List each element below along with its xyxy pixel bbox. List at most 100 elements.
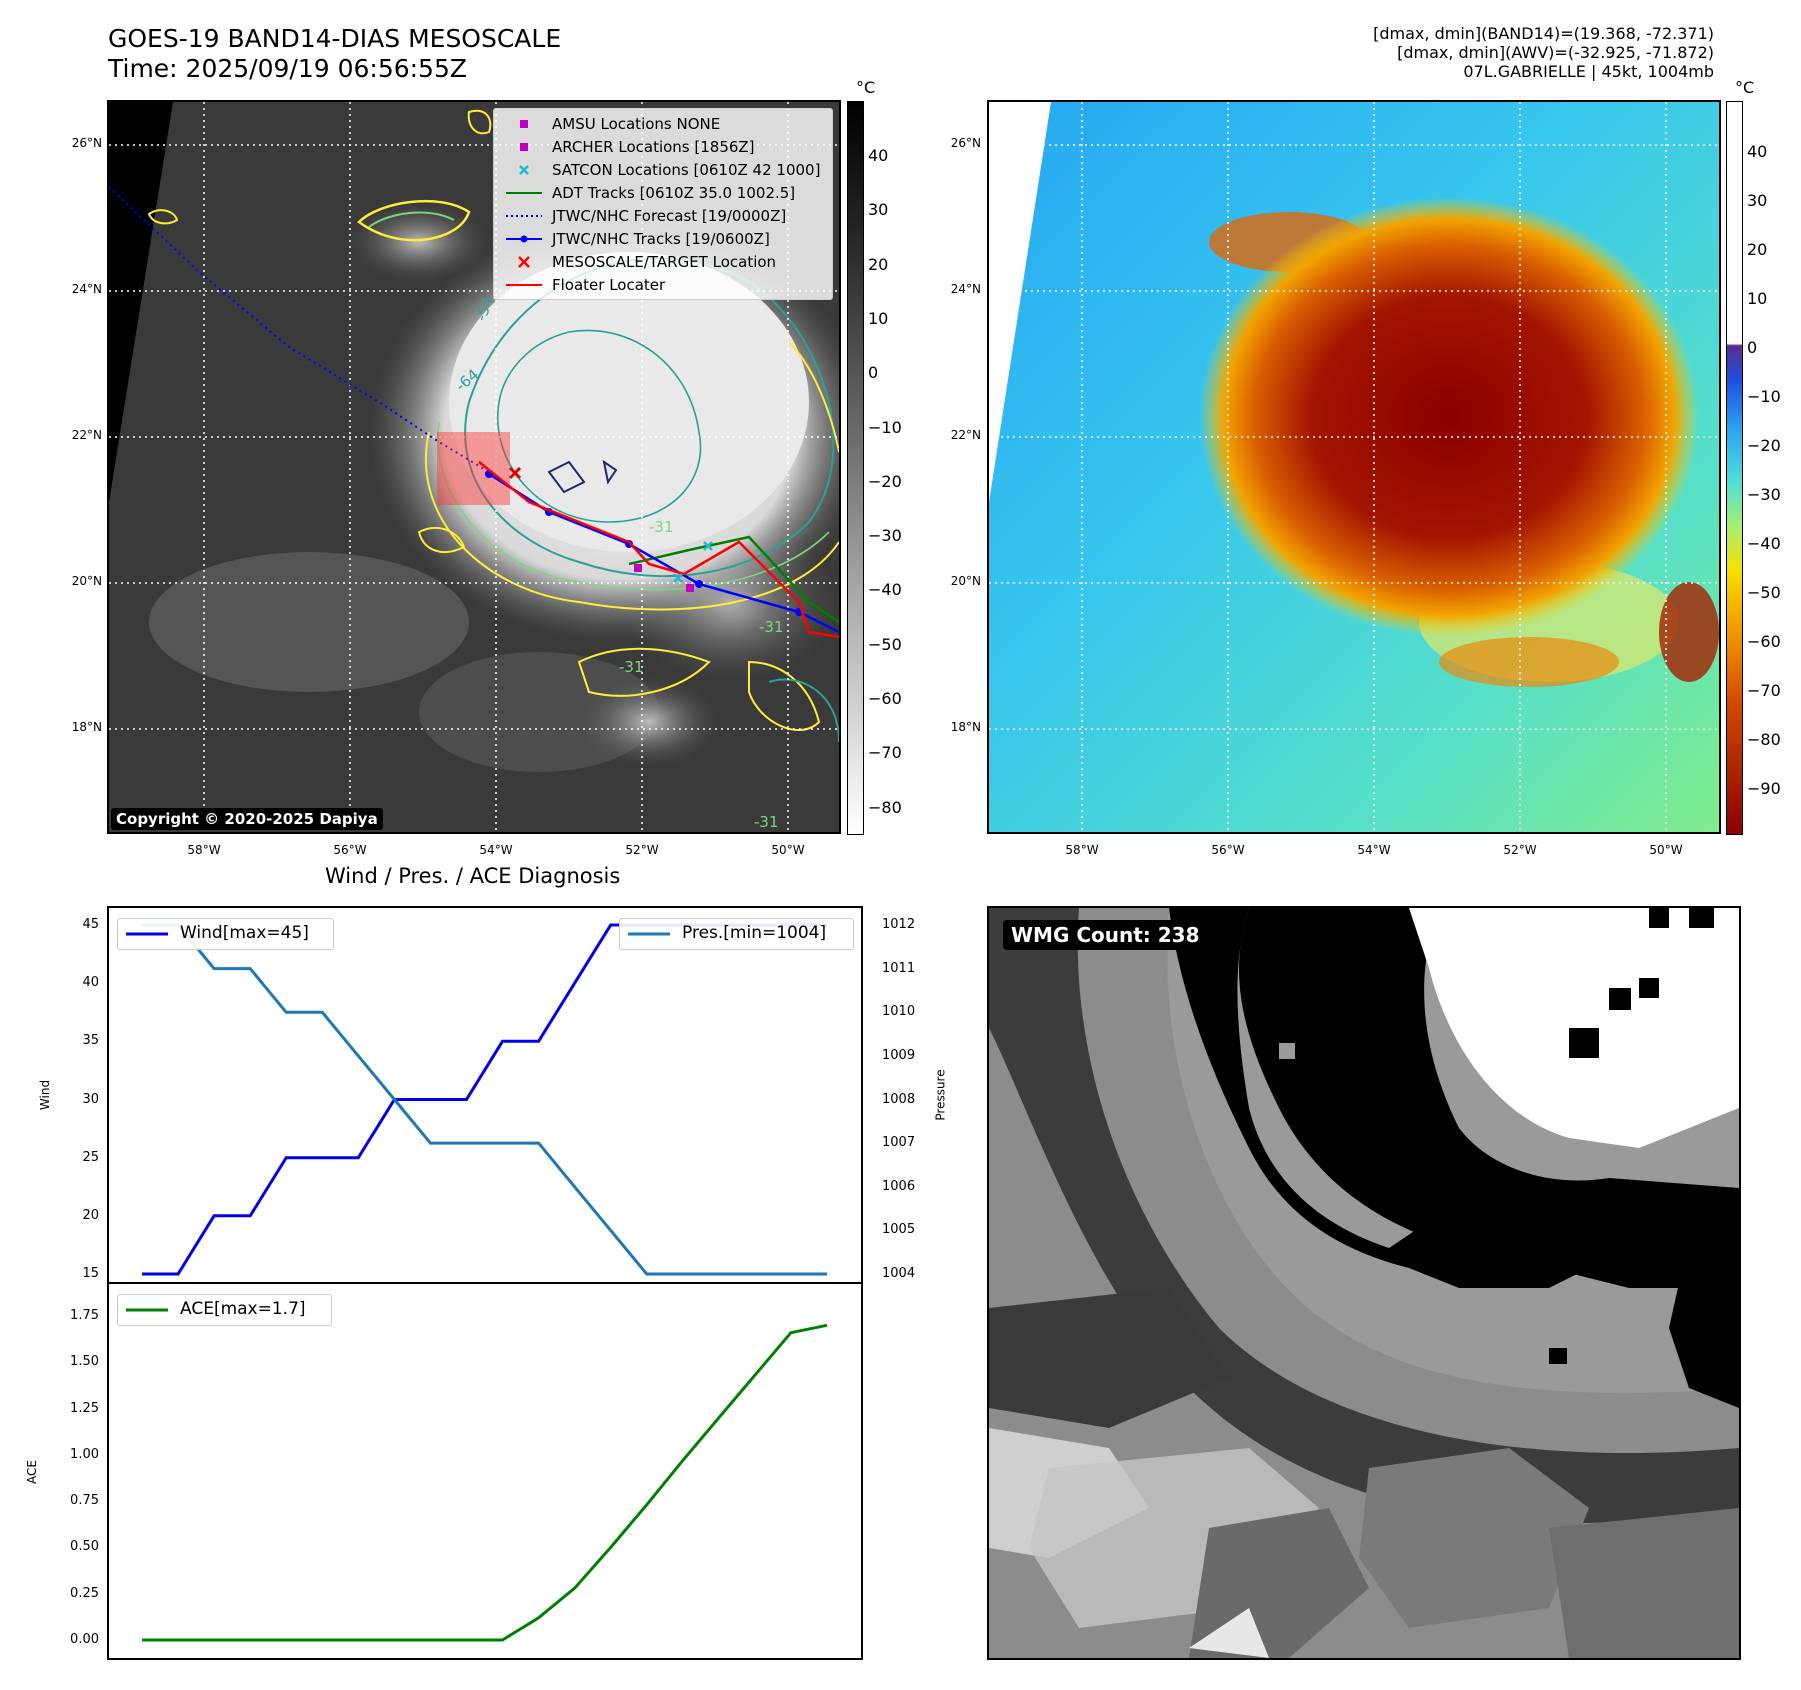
colorbar-tick-label: −20 [1747,436,1781,455]
map-legend: AMSU Locations NONE ARCHER Locations [18… [493,108,833,300]
pressure-series-line [142,923,827,1276]
pressure-tick-label: 1008 [882,1091,916,1107]
colorbar-tick-label: 0 [1747,338,1758,357]
wind-axis-label: Wind [38,1079,53,1111]
lon-label: 50°W [771,843,805,857]
figure-title-line2: Time: 2025/09/19 06:56:55Z [108,54,467,83]
left-colorbar-unit: °C [856,78,876,97]
lon-label: 58°W [1065,843,1099,857]
ace-tick-label: 0.50 [70,1539,99,1555]
pressure-tick-label: 1011 [882,960,916,976]
lat-label: 22°N [950,428,981,442]
colorbar-tick-label: −70 [1747,681,1781,700]
colorbar-tick-label: −20 [868,471,902,491]
colorbar-tick-label: −60 [868,689,902,708]
colorbar-tick-label: 20 [868,254,889,274]
ace-tick-label: 0.75 [70,1493,99,1509]
lat-label: 26°N [71,136,102,150]
wind-series-line [142,923,827,1276]
colorbar-tick-label: −40 [868,580,902,600]
floater-box [437,432,510,505]
lat-label: 22°N [71,428,102,442]
colorbar-tick-label: −30 [1747,485,1781,504]
pressure-tick-label: 1012 [882,917,916,932]
wind-tick-label: 40 [82,975,99,991]
awv-map-image [989,102,1719,832]
ace-tick-label: 0.25 [70,1585,99,1601]
ace-tick-label: 1.00 [70,1446,99,1462]
colorbar-tick-label: −50 [868,634,902,654]
lon-label: 54°W [479,843,513,857]
lat-label: 20°N [71,574,102,588]
colorbar-tick-label: −80 [1747,730,1781,749]
lat-label: 24°N [950,282,981,296]
pressure-tick-label: 1007 [882,1135,916,1151]
dmax-awv: [dmax, dmin](AWV)=(-32.925, -71.872) [1397,43,1714,62]
colorbar-tick-label: 0 [868,363,879,383]
colorbar-tick-label: −90 [1747,779,1781,798]
colorbar-tick-label: −60 [1747,632,1781,651]
lon-label: 50°W [1649,843,1683,857]
colorbar-tick-label: −40 [1747,534,1781,553]
pressure-tick-label: 1006 [882,1178,916,1194]
lon-label: 58°W [187,843,221,857]
contour-label: -31 [649,518,674,536]
colorbar-tick-label: −30 [868,526,902,546]
pressure-tick-label: 1005 [882,1222,916,1238]
legend-wind: Wind[max=45] [117,918,334,950]
wind-tick-label: 20 [82,1207,99,1223]
lat-label: 20°N [950,574,981,588]
awv-map-panel[interactable] [987,100,1721,834]
colorbar-tick-label: −10 [868,417,902,437]
contour-label: -31 [759,618,784,636]
colorbar-tick-label: 40 [868,146,889,165]
contour-label: -31 [754,813,779,831]
adt-track [628,535,839,624]
colorbar-tick-label: −80 [868,797,902,817]
right-colorbar-unit: °C [1735,78,1755,97]
storm-info: 07L.GABRIELLE | 45kt, 1004mb [1463,62,1714,81]
lat-label: 18°N [71,720,102,734]
colorbar-tick-label: 10 [868,308,889,328]
colorbar-tick-label: 30 [1747,191,1768,210]
pressure-tick-label: 1009 [882,1047,916,1063]
ace-tick-label: 1.25 [70,1400,99,1416]
wmg-count-badge: WMG Count: 238 [1003,920,1208,950]
jtwc-forecast-track [109,186,490,473]
wind-tick-label: 25 [82,1149,99,1165]
diag-title: Wind / Pres. / ACE Diagnosis [325,864,621,888]
dmax-band14: [dmax, dmin](BAND14)=(19.368, -72.371) [1373,24,1714,43]
wmg-panel[interactable]: WMG Count: 238 [987,906,1741,1660]
mesoscale-target-marker [508,466,522,480]
ace-axis-label: ACE [24,1460,39,1484]
lon-label: 54°W [1357,843,1391,857]
wmg-image [989,908,1739,1658]
colorbar-tick-label: −10 [1747,387,1781,406]
colorbar-tick-label: 40 [1747,142,1768,161]
ace-plot[interactable]: ACE[max=1.7] [107,1282,863,1660]
ace-tick-label: 1.50 [70,1354,99,1370]
wind-tick-label: 35 [82,1033,99,1049]
ace-tick-label: 1.75 [70,1308,99,1323]
ace-series-line [142,1323,828,1642]
lon-label: 56°W [333,843,367,857]
colorbar-tick-label: 20 [1747,240,1768,259]
colorbar-tick-label: −70 [868,743,902,763]
pressure-tick-label: 1010 [882,1004,916,1020]
lon-label: 52°W [625,843,659,857]
right-colorbar [1726,101,1743,835]
ir-map-panel[interactable]: -54 -64 -31 -31 -31 -31 [107,100,841,834]
copyright-badge: Copyright © 2020-2025 Dapiya [111,808,383,830]
left-colorbar [847,101,864,835]
pressure-tick-label: 1004 [882,1266,916,1281]
wind-tick-label: 15 [82,1266,99,1281]
wind-pressure-plot[interactable]: Wind[max=45] Pres.[min=1004] [107,906,863,1284]
floater-locater-track [478,461,839,639]
colorbar-tick-label: −50 [1747,583,1781,602]
lat-label: 24°N [71,282,102,296]
lat-label: 18°N [950,720,981,734]
lon-label: 56°W [1211,843,1245,857]
wind-tick-label: 30 [82,1091,99,1107]
pressure-axis-label: Pressure [933,1069,948,1121]
ace-tick-label: 0.00 [70,1632,99,1647]
